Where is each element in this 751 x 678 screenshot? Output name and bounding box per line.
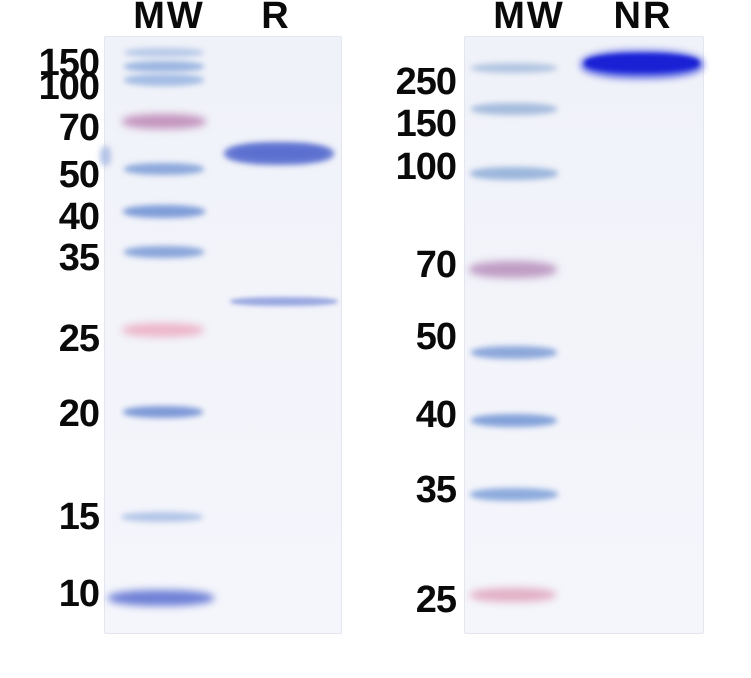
gel-band-mw [470, 487, 558, 501]
marker-label-50: 50 [415, 316, 457, 358]
gel-band-mw [470, 588, 556, 602]
gel-band-edge-artifact [100, 146, 111, 166]
gel-band-mw [124, 246, 204, 258]
marker-label-25: 25 [58, 318, 100, 360]
marker-label-250: 250 [395, 61, 457, 103]
marker-label-35: 35 [415, 469, 457, 511]
marker-label-40: 40 [415, 394, 457, 436]
gel-band-mw [124, 74, 204, 86]
gel-band-nr [585, 54, 699, 72]
marker-label-150: 150 [38, 42, 100, 84]
gel-band-mw [471, 63, 557, 73]
marker-label-150: 150 [395, 103, 457, 145]
marker-label-100: 100 [38, 66, 100, 108]
gel-band-r [232, 146, 326, 160]
gel-non-reduced-panel [464, 36, 704, 634]
gel-band-mw [124, 60, 204, 72]
gel-band-mw [124, 47, 204, 57]
gel-band-r [230, 296, 338, 306]
gel-band-mw [121, 512, 203, 522]
gel-band-mw [122, 113, 206, 129]
gel-band-mw [108, 590, 214, 606]
lane-header-mw: MW [493, 0, 565, 37]
lane-header-r: R [261, 0, 291, 37]
gel-band-mw [469, 260, 557, 278]
gel-band-mw [123, 204, 205, 218]
gel-band-mw [124, 163, 204, 175]
marker-label-50: 50 [58, 154, 100, 196]
gel-band-mw [123, 406, 203, 418]
marker-label-100: 100 [395, 146, 457, 188]
lane-header-nr: NR [613, 0, 673, 37]
gel-band-mw [470, 166, 558, 180]
marker-label-25: 25 [415, 579, 457, 621]
marker-label-35: 35 [58, 237, 100, 279]
gel-band-mw [471, 103, 557, 115]
gel-band-mw [122, 323, 204, 337]
lane-header-mw: MW [133, 0, 205, 37]
gel-band-mw [471, 413, 557, 427]
marker-label-20: 20 [58, 393, 100, 435]
marker-label-10: 10 [58, 573, 100, 615]
marker-label-70: 70 [58, 107, 100, 149]
gel-band-mw [471, 345, 557, 359]
marker-label-70: 70 [415, 244, 457, 286]
marker-label-15: 15 [58, 496, 100, 538]
marker-label-40: 40 [58, 196, 100, 238]
